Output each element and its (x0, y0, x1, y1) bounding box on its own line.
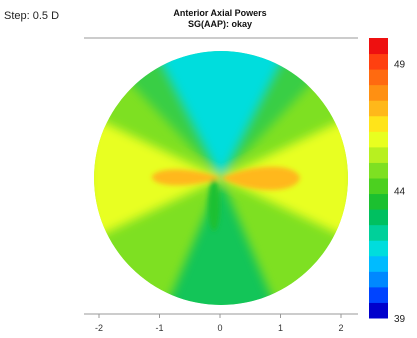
colorbar-tick-label: 44 (394, 187, 406, 198)
chart-title: Anterior Axial Powers (173, 8, 267, 18)
temporal-peak (221, 166, 300, 190)
colorbar-swatch (369, 162, 388, 179)
chart-title-block: Anterior Axial Powers SG(AAP): okay (120, 8, 320, 30)
colorbar-swatch (369, 209, 388, 226)
colorbar-swatch (369, 131, 388, 148)
colorbar-tick-label: 39 (394, 314, 406, 325)
colorbar-swatch (369, 100, 388, 117)
colorbar-swatch (369, 255, 388, 272)
colorbar-swatch (369, 286, 388, 303)
colorbar-swatch (369, 193, 388, 210)
colorbar-swatch (369, 146, 388, 163)
x-tick-label: -2 (95, 323, 103, 333)
colorbar-swatch (369, 115, 388, 132)
colorbar-swatch (369, 69, 388, 86)
map-group (94, 51, 348, 305)
central-vertical-stripe (208, 179, 220, 231)
colorbar-swatch (369, 240, 388, 257)
x-tick-label: -1 (155, 323, 163, 333)
colorbar-tick-label: 49 (394, 59, 406, 70)
x-tick-label: 1 (278, 323, 283, 333)
colorbar-swatch (369, 224, 388, 241)
step-label: Step: 0.5 D (4, 10, 60, 22)
colorbar-swatch (369, 178, 388, 195)
colorbar-swatch (369, 84, 388, 101)
superior-steep-lobe (150, 51, 292, 178)
chart-subtitle: SG(AAP): okay (187, 19, 252, 29)
colorbar-swatch (369, 53, 388, 70)
colorbar-swatch (369, 38, 388, 55)
inferior-steep-lobe (165, 178, 277, 305)
colorbar-swatch (369, 271, 388, 288)
colorbar: 49 44 39 (369, 38, 406, 325)
nasal-peak (151, 169, 221, 186)
x-tick-label: 0 (217, 323, 222, 333)
colorbar-swatch (369, 302, 388, 319)
x-axis-ticks: -2 -1 0 1 2 (95, 314, 344, 333)
x-tick-label: 2 (338, 323, 343, 333)
